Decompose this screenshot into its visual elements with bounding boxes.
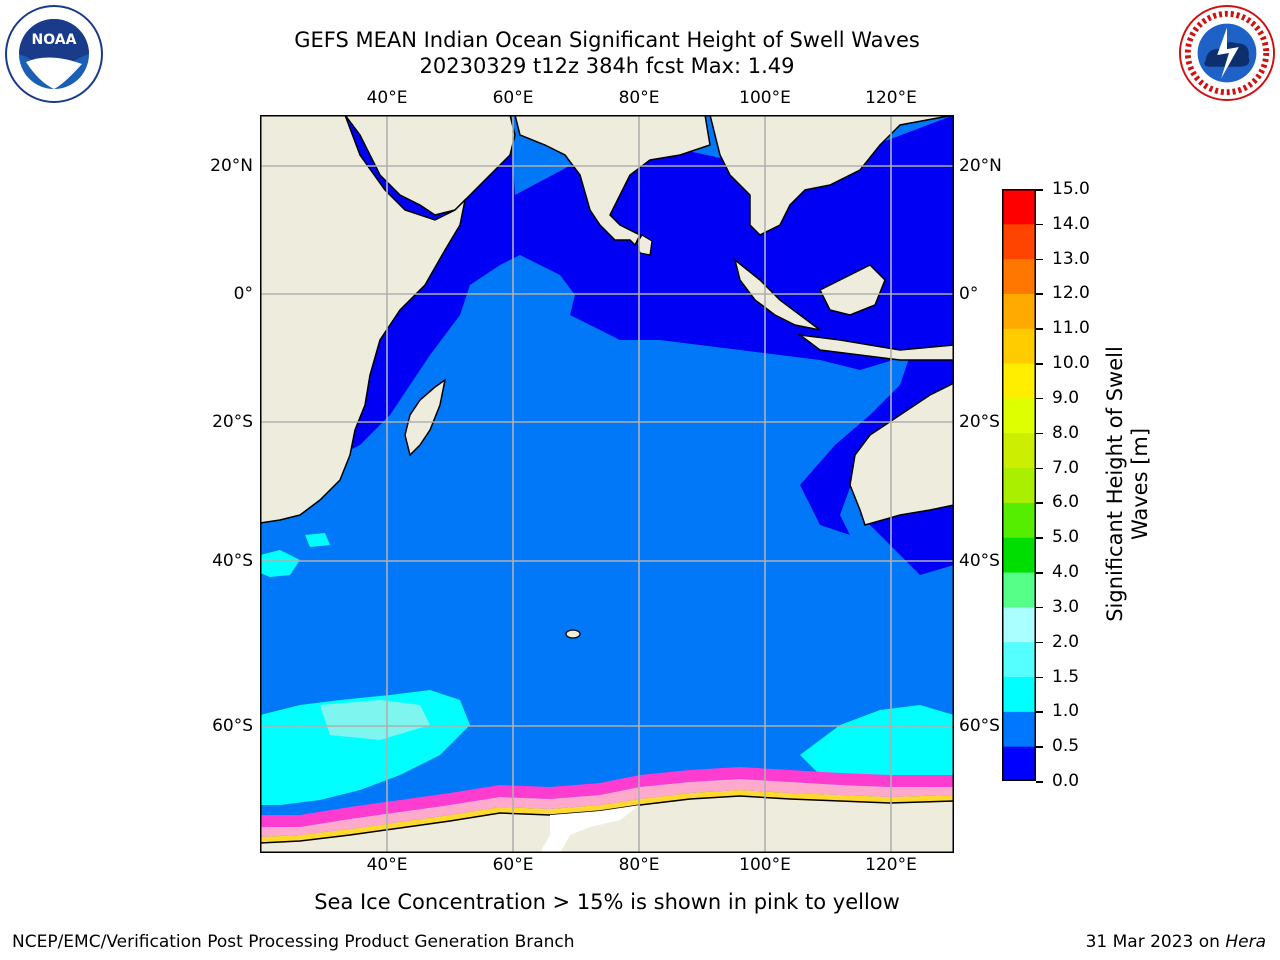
colorbar-segment [1002,258,1036,294]
colorbar-tick-label: 10.0 [1052,353,1090,374]
colorbar-tick-label: 15.0 [1052,179,1090,199]
land-australia [849,382,954,526]
lat-label-right: 20°N [959,156,1002,176]
colorbar-tick-mark [1036,223,1043,226]
colorbar-segment [1002,467,1036,503]
colorbar-tick-label: 11.0 [1052,318,1090,339]
colorbar-tick-label: 12.0 [1052,283,1090,304]
colorbar-segment [1002,711,1036,747]
lon-label-top: 60°E [492,88,534,108]
colorbar-tick-mark [1036,537,1043,539]
lat-label-right: 20°S [959,412,1000,432]
colorbar-tick-label: 13.0 [1052,248,1090,269]
lat-label-left: 0° [233,284,253,304]
colorbar-tick-mark [1036,258,1043,261]
nws-logo-icon [1178,4,1276,102]
lon-label-bottom: 100°E [739,855,791,875]
colorbar-tick-label: 0.5 [1052,736,1080,757]
chart-title: GEFS MEAN Indian Ocean Significant Heigh… [294,28,920,52]
lat-label-right: 60°S [959,716,1000,736]
colorbar-tick-label: 8.0 [1052,422,1080,443]
lon-label-bottom: 120°E [865,855,917,875]
map-panel [260,115,954,853]
colorbar-tick-mark [1036,432,1043,435]
colorbar-segment [1002,572,1036,608]
footer-date: 31 Mar 2023 on Hera [1086,932,1266,952]
colorbar-frame [1002,189,1036,781]
map-frame [260,115,954,853]
colorbar-tick-label: 4.0 [1052,562,1080,583]
lon-label-top: 100°E [739,88,791,108]
lon-label-bottom: 40°E [366,855,408,875]
colorbar-tick-mark [1036,328,1043,330]
colorbar-segment [1002,189,1036,225]
colorbar-tick-mark [1036,189,1043,191]
colorbar-tick-label: 0.0 [1052,771,1080,791]
colorbar-tick-label: 9.0 [1052,387,1080,408]
colorbar-tick-mark [1036,293,1043,295]
graticule [260,115,954,853]
footer-host: Hera [1225,932,1266,952]
colorbar-tick-mark [1036,641,1043,644]
colorbar [1002,189,1036,781]
land-kerguelen [565,629,581,639]
lon-label-top: 120°E [865,88,917,108]
sea-ice-interior [260,779,954,837]
colorbar-segment [1002,641,1036,678]
colorbar-segment [1002,746,1036,781]
colorbar-tick-mark [1036,467,1043,470]
lon-label-top: 40°E [366,88,408,108]
colorbar-segment [1002,537,1036,573]
colorbar-tick-mark [1036,746,1043,748]
colorbar-tick-mark [1036,502,1043,504]
colorbar-tick-label: 7.0 [1052,457,1080,478]
colorbar-tick-label: 1.0 [1052,701,1080,722]
colorbar-tick-mark [1036,572,1043,574]
lat-label-left: 60°S [212,716,253,736]
colorbar-segment [1002,432,1036,469]
land-southeast-asia [709,115,954,236]
colorbar-tick-label: 6.0 [1052,492,1080,513]
lat-label-right: 40°S [959,551,1000,571]
colorbar-segment [1002,293,1036,329]
lon-label-bottom: 60°E [492,855,534,875]
colorbar-tick-mark [1036,781,1043,783]
colorbar-segment [1002,397,1036,434]
land-madagascar [404,378,447,457]
colorbar-segment [1002,223,1036,260]
colorbar-tick-mark [1036,397,1043,400]
lat-label-left: 20°N [210,156,253,176]
colorbar-tick-mark [1036,711,1043,713]
footer-credit: NCEP/EMC/Verification Post Processing Pr… [12,932,575,952]
lon-label-bottom: 80°E [618,855,660,875]
lat-label-right: 0° [959,284,979,304]
lat-label-left: 20°S [212,412,253,432]
colorbar-title-line1: Significant Height of Swell [1103,346,1127,622]
colorbar-tick-mark [1036,676,1043,679]
footer-date-text: 31 Mar 2023 on [1085,932,1226,952]
chart-subtitle: 20230329 t12z 384h fcst Max: 1.49 [419,54,795,78]
svg-text:NOAA: NOAA [32,32,77,48]
colorbar-segment [1002,606,1036,643]
land-africa [260,115,467,524]
colorbar-tick-mark [1036,363,1043,365]
colorbar-tick-label: 1.5 [1052,666,1080,687]
colorbar-segment [1002,502,1036,538]
sea-ice-caption: Sea Ice Concentration > 15% is shown in … [314,890,900,914]
colorbar-title: Significant Height of Swell Waves [m] [1103,346,1153,622]
colorbar-segment [1002,328,1036,364]
lat-label-left: 40°S [212,551,253,571]
colorbar-tick-mark [1036,606,1043,609]
colorbar-tick-label: 14.0 [1052,213,1090,234]
lon-label-top: 80°E [618,88,660,108]
land-india [514,115,711,247]
colorbar-title-line2: Waves [m] [1128,427,1152,541]
colorbar-segment [1002,363,1036,399]
colorbar-tick-label: 2.0 [1052,631,1080,652]
colorbar-tick-label: 3.0 [1052,596,1080,617]
colorbar-tick-label: 5.0 [1052,527,1080,548]
sea-ice-edge [260,767,954,827]
noaa-logo-icon: NOAA [5,5,103,103]
colorbar-segment [1002,676,1036,712]
